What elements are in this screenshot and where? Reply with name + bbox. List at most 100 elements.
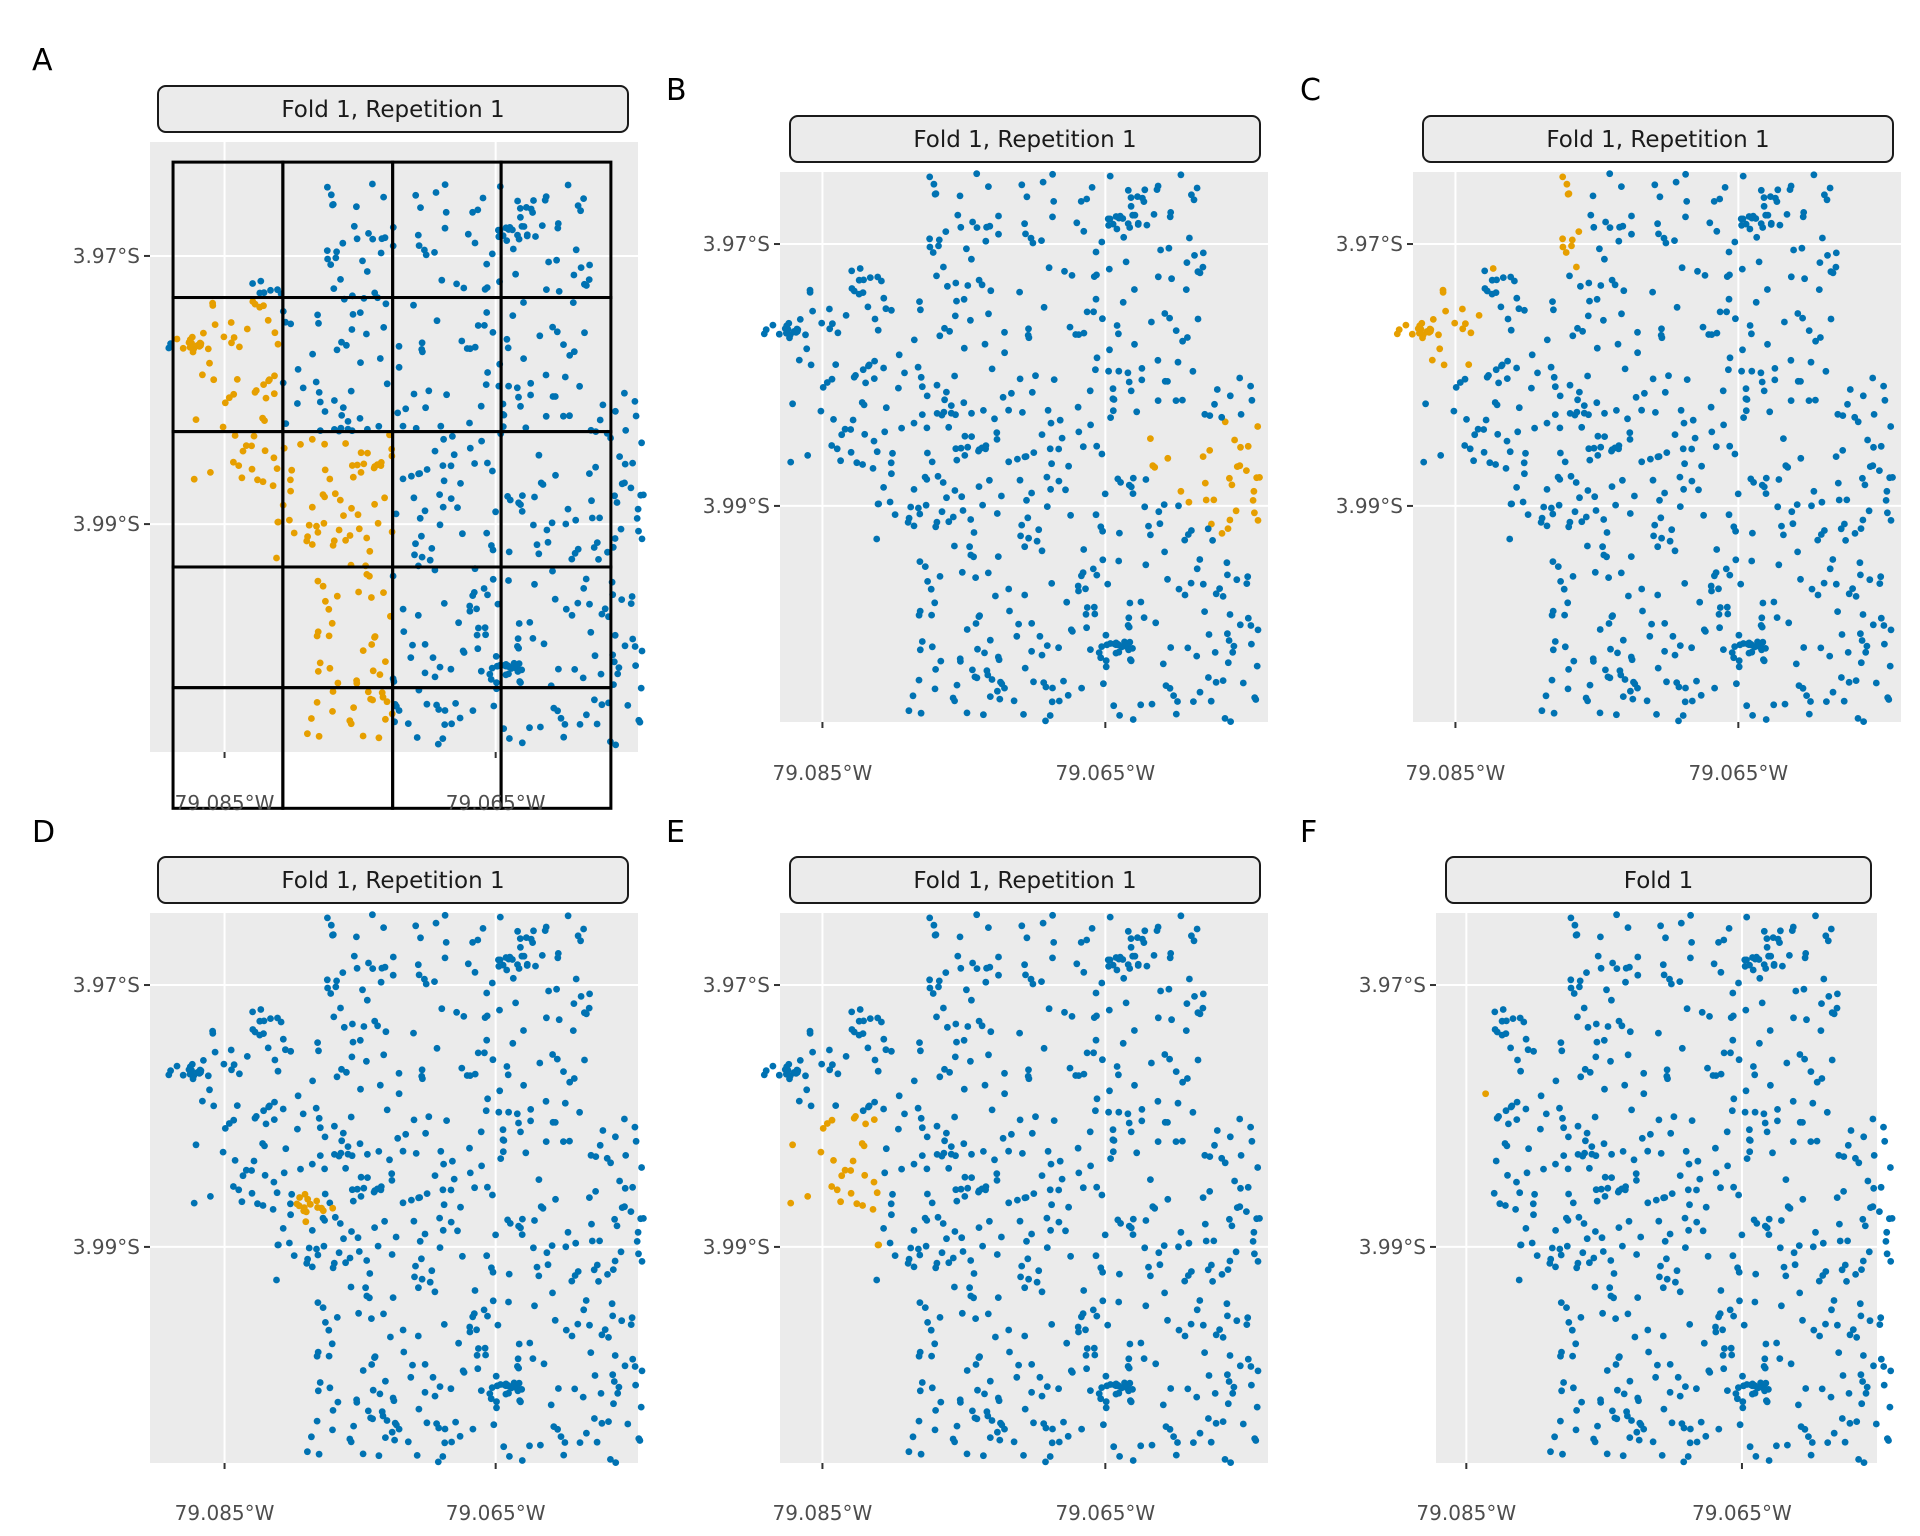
assessment-point	[314, 577, 322, 585]
analysis-point	[1196, 269, 1204, 277]
analysis-point	[842, 312, 850, 319]
analysis-point	[1566, 272, 1573, 280]
analysis-point	[1102, 1398, 1110, 1406]
analysis-point	[1668, 1190, 1676, 1197]
analysis-point	[1177, 1228, 1185, 1236]
analysis-point	[891, 1252, 899, 1259]
analysis-point	[1681, 460, 1688, 468]
y-tick-label-B-0: 3.97°S	[703, 232, 770, 256]
assessment-point	[377, 462, 385, 469]
analysis-point	[510, 1379, 518, 1387]
analysis-point	[448, 1438, 455, 1446]
analysis-point	[1679, 712, 1687, 719]
assessment-point	[1251, 509, 1258, 517]
analysis-point	[828, 442, 836, 449]
analysis-point	[314, 1251, 322, 1259]
analysis-point	[1801, 1055, 1808, 1063]
analysis-point	[416, 1237, 424, 1245]
analysis-point	[591, 1415, 598, 1422]
analysis-point	[433, 701, 440, 709]
analysis-point	[586, 261, 593, 269]
analysis-point	[412, 922, 420, 930]
analysis-point	[483, 529, 491, 537]
analysis-point	[1859, 611, 1867, 618]
analysis-point	[1750, 1063, 1757, 1070]
analysis-point	[504, 1071, 512, 1079]
analysis-point	[1168, 275, 1175, 283]
analysis-point	[1219, 677, 1227, 684]
analysis-point	[610, 1400, 617, 1408]
analysis-point	[1471, 431, 1479, 439]
analysis-point	[1523, 1169, 1531, 1177]
analysis-point	[423, 700, 431, 708]
analysis-point	[1109, 385, 1117, 393]
analysis-point	[515, 1119, 522, 1127]
analysis-point	[586, 470, 593, 477]
assessment-point	[1568, 242, 1575, 250]
analysis-point	[1137, 598, 1145, 606]
analysis-point	[1177, 912, 1185, 920]
analysis-point	[1565, 1319, 1573, 1326]
analysis-point	[1249, 1238, 1257, 1245]
assessment-point	[870, 1178, 878, 1186]
analysis-point	[408, 472, 415, 480]
analysis-point	[1236, 1362, 1244, 1370]
analysis-point	[1886, 662, 1894, 670]
analysis-point	[482, 381, 490, 388]
analysis-point	[389, 971, 397, 979]
analysis-point	[1841, 1438, 1849, 1446]
analysis-point	[1591, 493, 1599, 501]
analysis-point	[532, 233, 539, 240]
analysis-point	[332, 254, 340, 262]
assessment-point	[368, 594, 375, 601]
analysis-point	[488, 1264, 495, 1272]
analysis-point	[1700, 511, 1707, 519]
x-tick-label-F-1: 79.065°W	[1692, 1501, 1792, 1525]
analysis-point	[1846, 1419, 1854, 1427]
analysis-point	[1127, 943, 1135, 951]
analysis-point	[540, 1360, 548, 1368]
analysis-point	[1612, 1315, 1619, 1322]
analysis-point	[1832, 580, 1840, 588]
analysis-point	[1537, 1092, 1545, 1100]
analysis-point	[1134, 960, 1142, 968]
analysis-point	[1666, 1361, 1674, 1368]
analysis-point	[593, 720, 601, 728]
analysis-point	[1872, 679, 1880, 687]
analysis-point	[392, 1233, 400, 1241]
analysis-point	[889, 449, 896, 457]
strip-label-B: Fold 1, Repetition 1	[913, 127, 1136, 153]
analysis-point	[572, 975, 580, 983]
analysis-point	[561, 1099, 569, 1107]
analysis-point	[1618, 183, 1625, 191]
analysis-point	[570, 348, 578, 356]
analysis-point	[1065, 462, 1072, 470]
analysis-point	[554, 707, 561, 715]
analysis-point	[1028, 1129, 1036, 1137]
assessment-point	[1402, 321, 1410, 329]
analysis-point	[1164, 1195, 1172, 1203]
analysis-point	[1497, 303, 1505, 311]
analysis-point	[503, 335, 511, 343]
analysis-point	[928, 643, 936, 651]
analysis-point	[1450, 407, 1458, 415]
analysis-point	[775, 330, 783, 338]
assessment-point	[348, 462, 356, 469]
assessment-point	[787, 1199, 795, 1207]
analysis-point	[1849, 585, 1856, 592]
analysis-point	[490, 702, 498, 710]
analysis-point	[374, 1242, 382, 1250]
analysis-point	[1787, 397, 1795, 404]
analysis-point	[540, 640, 548, 648]
analysis-point	[1038, 237, 1045, 245]
analysis-point	[363, 1057, 370, 1065]
analysis-point	[961, 1193, 969, 1200]
analysis-point	[898, 1165, 905, 1173]
analysis-point	[581, 1056, 588, 1064]
analysis-point	[1229, 648, 1237, 656]
analysis-point	[938, 508, 946, 516]
analysis-point	[1166, 684, 1174, 692]
analysis-point	[466, 1328, 474, 1336]
analysis-point	[1601, 1173, 1609, 1181]
analysis-point	[1812, 912, 1819, 920]
